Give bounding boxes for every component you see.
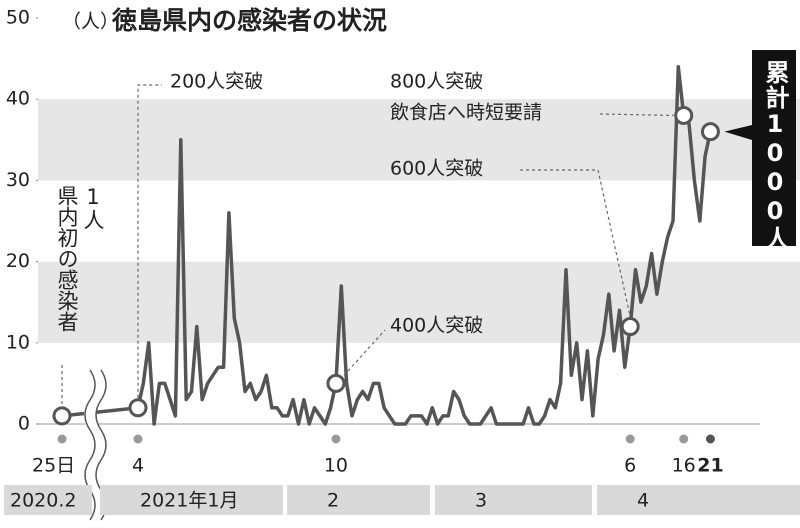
leader [599, 113, 674, 117]
month-cell [100, 485, 283, 515]
marker [620, 317, 640, 337]
y-tick-label: 10 [6, 331, 30, 353]
date-dot [57, 434, 67, 444]
annotation: 200人突破 [170, 71, 263, 93]
month-cell [4, 485, 92, 515]
x-tick-label: 10 [324, 455, 348, 477]
axis-break [84, 366, 106, 524]
annotation: 800人突破 [390, 71, 483, 93]
leader [520, 169, 631, 317]
marker [128, 398, 148, 418]
band [38, 261, 800, 343]
x-tick-label: 6 [624, 455, 636, 477]
pointer [724, 125, 752, 140]
date-dot [331, 434, 341, 444]
month-cell [287, 485, 430, 515]
marker [700, 122, 720, 142]
annotation: 400人突破 [390, 315, 483, 337]
x-tick-label: 4 [132, 455, 144, 477]
annotation: 1人 [81, 185, 105, 230]
y-tick-label: 50 [6, 7, 30, 29]
month-label: 2 [327, 490, 339, 512]
x-tick-label: 25日 [32, 455, 75, 477]
unit-label: （人） [62, 11, 119, 33]
annotation: 600人突破 [390, 158, 483, 180]
x-tick-label: 21 [697, 455, 723, 477]
marker [326, 373, 346, 393]
x-tick-label: 16 [672, 455, 696, 477]
annotation: 飲食店へ時短要請 [390, 102, 542, 124]
date-dot [679, 434, 689, 444]
y-tick-label: 0 [18, 413, 30, 435]
band [38, 99, 800, 181]
marker [52, 406, 72, 426]
date-dot [625, 434, 635, 444]
y-tick-label: 30 [6, 169, 30, 191]
month-label: 2021年1月 [140, 490, 238, 512]
month-label: 4 [637, 490, 649, 512]
date-dot [705, 434, 715, 444]
leader [137, 84, 162, 398]
annotation: 累計1000人 [761, 60, 789, 251]
y-tick-label: 40 [6, 88, 30, 110]
month-label: 3 [475, 490, 487, 512]
leader [343, 329, 386, 376]
total-box [752, 50, 796, 246]
line [61, 64, 713, 426]
y-tick-label: 20 [6, 250, 30, 272]
month-label: 2020.2 [10, 490, 76, 512]
date-dot [133, 434, 143, 444]
month-cell [597, 485, 800, 515]
marker [674, 105, 694, 125]
annotation: 県内初の感染者 [55, 185, 79, 332]
chart-title: 徳島県内の感染者の状況 [111, 6, 387, 35]
month-cell [435, 485, 592, 515]
